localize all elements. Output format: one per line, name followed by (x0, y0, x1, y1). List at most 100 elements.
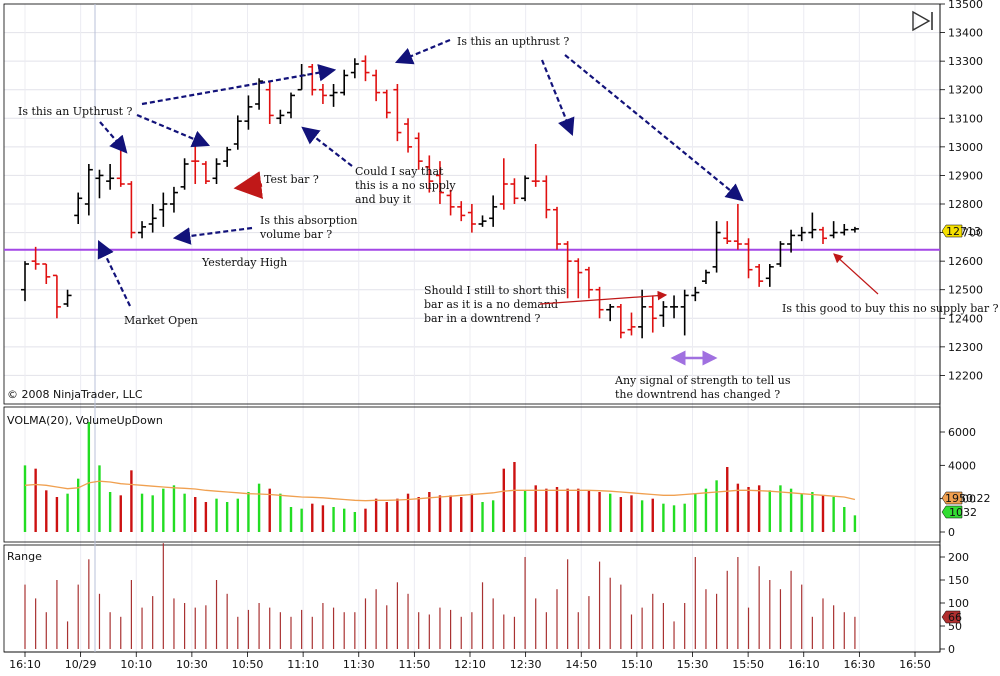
ohlc-bar (287, 92, 295, 119)
time-tick-label: 14:50 (565, 658, 597, 671)
volume-ma-line (24, 480, 856, 502)
ohlc-bar (723, 221, 732, 244)
annotation-upthrust-left: Is this an Upthrust ? (18, 105, 133, 118)
annotation-yesterday-high: Yesterday High (201, 256, 287, 269)
price-tick-label: 13000 (948, 141, 983, 154)
ohlc-bar (478, 215, 487, 227)
price-tick-label: 12300 (948, 341, 983, 354)
current-price-badge: 12713 (941, 224, 981, 238)
ohlc-bar (435, 161, 444, 204)
range-last-badge: 66 (941, 610, 962, 624)
volume-tick-label: 0 (948, 526, 955, 539)
volume-bars (23, 422, 857, 532)
ohlc-bar (638, 289, 647, 339)
annotation-buy-no-supply: Is this good to buy this no supply bar ? (782, 302, 999, 315)
ohlc-bar (670, 295, 679, 319)
ohlc-bar (595, 286, 604, 319)
time-tick-label: 10:10 (120, 658, 152, 671)
ohlc-bar (521, 175, 530, 202)
ohlc-bar (765, 264, 774, 287)
ohlc-bar (63, 289, 72, 307)
ohlc-bar (755, 264, 764, 287)
arrow-absorption (172, 226, 253, 245)
arrow-test-bar (233, 171, 263, 199)
price-tick-label: 12400 (948, 312, 983, 325)
annotation-no-demand-2: bar as it is a no demand (424, 298, 558, 311)
ohlc-bar (138, 221, 147, 239)
svg-text:1032: 1032 (949, 506, 977, 519)
annotation-arrows (97, 38, 879, 366)
annotation-strength-1: Any signal of strength to tell us (614, 374, 791, 387)
price-tick-label: 13100 (948, 112, 983, 125)
ohlc-bar (616, 304, 625, 339)
ohlc-bar (829, 221, 838, 239)
time-tick-label: 16:10 (788, 658, 820, 671)
price-tick-label: 12900 (948, 169, 983, 182)
ohlc-bar (74, 192, 83, 224)
time-tick-label: 10:50 (232, 658, 264, 671)
arrow-no-supply (301, 126, 353, 167)
range-panel-title: Range (7, 550, 42, 563)
ohlc-bar (308, 64, 317, 96)
time-tick-label: 15:30 (677, 658, 709, 671)
ohlc-bar (563, 241, 572, 299)
arrow-upthrust-left-1 (99, 121, 128, 154)
ohlc-bar (233, 115, 242, 150)
annotation-upthrust-right: Is this an upthrust ? (457, 35, 569, 48)
ohlc-bar (223, 146, 232, 167)
ohlc-bar (680, 289, 689, 336)
annotation-no-supply-2: this is a no supply (355, 179, 456, 192)
price-bars (21, 55, 859, 339)
range-tick-label: 150 (948, 574, 969, 587)
ohlc-bar (733, 204, 742, 250)
ohlc-bar (180, 158, 189, 190)
ohlc-bar (787, 229, 796, 253)
ohlc-bar (329, 84, 338, 107)
annotation-no-demand-3: bar in a downtrend ? (424, 312, 540, 325)
time-tick-label: 10/29 (65, 658, 97, 671)
volume-ma-badge: 1950.22 (941, 491, 991, 505)
ohlc-bar (31, 246, 40, 270)
time-tick-label: 11:50 (399, 658, 431, 671)
ohlc-bar (499, 158, 508, 210)
ohlc-bar (212, 158, 221, 184)
arrow-upthrust-left-3 (136, 113, 211, 148)
ohlc-bar (318, 84, 327, 104)
price-tick-label: 12800 (948, 198, 983, 211)
ohlc-bar (553, 206, 561, 250)
ohlc-bar (542, 175, 551, 219)
ohlc-bar (265, 81, 274, 124)
ohlc-bar (106, 164, 115, 190)
svg-text:12713: 12713 (946, 225, 981, 238)
ohlc-bar (606, 304, 615, 322)
ohlc-bar (404, 118, 413, 153)
ohlc-bar (712, 221, 721, 273)
volume-tick-label: 4000 (948, 459, 976, 472)
ohlc-bar (361, 55, 370, 82)
arrow-upthrust-right-1 (394, 38, 451, 65)
ohlc-bar (425, 155, 434, 193)
time-tick-label: 15:10 (621, 658, 653, 671)
arrow-upthrust-right-3 (564, 54, 744, 202)
time-tick-label: 11:30 (343, 658, 375, 671)
ohlc-bar (840, 224, 849, 236)
price-tick-label: 13400 (948, 27, 983, 40)
time-tick-label: 16:10 (9, 658, 41, 671)
price-tick-label: 12500 (948, 284, 983, 297)
ohlc-bar (808, 212, 817, 239)
price-tick-label: 13500 (948, 0, 983, 11)
scroll-end-icon[interactable] (912, 10, 933, 32)
ohlc-bar (191, 144, 200, 184)
ohlc-bar (340, 69, 349, 96)
ohlc-bar (467, 204, 476, 233)
ohlc-bar (169, 186, 178, 213)
time-tick-label: 12:10 (454, 658, 486, 671)
price-tick-label: 13200 (948, 84, 983, 97)
price-tick-label: 13300 (948, 55, 983, 68)
arrow-buy-no-supply (833, 253, 879, 295)
time-tick-label: 12:30 (510, 658, 542, 671)
ohlc-bar (382, 89, 391, 119)
ohlc-bar (393, 84, 402, 142)
time-tick-label: 16:30 (844, 658, 876, 671)
